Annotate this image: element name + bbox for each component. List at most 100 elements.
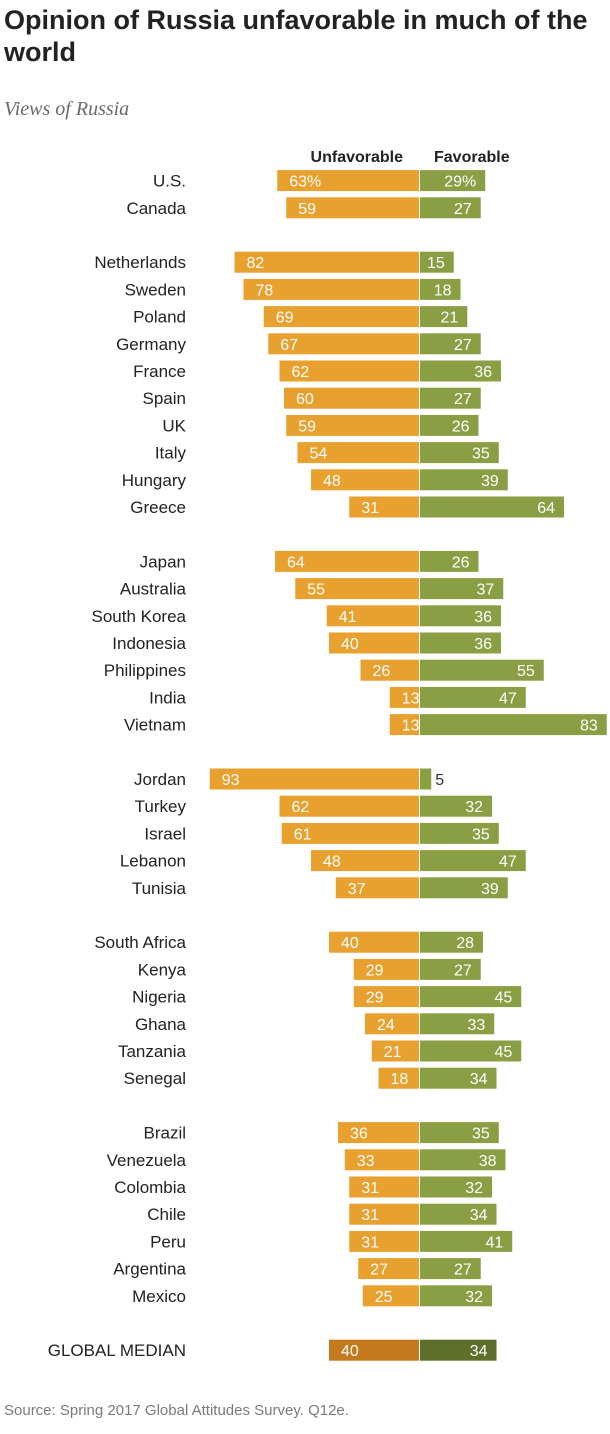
country-label-colombia: Colombia	[114, 1178, 186, 1197]
value-favorable-peru: 41	[485, 1234, 503, 1251]
value-unfavorable-south-africa: 40	[341, 935, 359, 952]
value-favorable-global-median: 34	[470, 1343, 488, 1360]
country-label-uk: UK	[162, 416, 186, 435]
bar-unfavorable-poland	[263, 306, 419, 328]
value-unfavorable-lebanon: 48	[323, 854, 341, 871]
country-label-south-africa: South Africa	[94, 933, 186, 952]
bar-favorable-kenya	[420, 958, 481, 980]
legend-favorable: Favorable	[434, 149, 510, 166]
bar-unfavorable-kenya	[353, 958, 419, 980]
bar-favorable-japan	[420, 550, 479, 572]
value-favorable-argentina: 27	[454, 1262, 472, 1279]
value-favorable-venezuela: 38	[479, 1153, 497, 1170]
bar-unfavorable-tunisia	[335, 877, 419, 899]
value-favorable-jordan: 5	[435, 772, 444, 789]
bar-unfavorable-u-s	[277, 170, 419, 192]
bar-favorable-argentina	[420, 1258, 481, 1280]
value-unfavorable-uk: 59	[298, 418, 316, 435]
bar-unfavorable-tanzania	[371, 1040, 419, 1062]
value-unfavorable-colombia: 31	[361, 1180, 379, 1197]
value-favorable-germany: 27	[454, 337, 472, 354]
bar-unfavorable-indonesia	[329, 632, 419, 654]
value-unfavorable-mexico: 25	[375, 1289, 393, 1306]
value-favorable-indonesia: 36	[474, 636, 492, 653]
value-unfavorable-france: 62	[292, 364, 310, 381]
value-unfavorable-jordan: 93	[222, 772, 240, 789]
country-label-turkey: Turkey	[135, 797, 187, 816]
bar-favorable-peru	[420, 1230, 513, 1252]
bar-unfavorable-australia	[295, 578, 419, 600]
value-unfavorable-netherlands: 82	[247, 255, 265, 272]
bar-unfavorable-canada	[286, 197, 419, 219]
value-favorable-south-africa: 28	[456, 935, 474, 952]
bar-unfavorable-chile	[349, 1203, 419, 1225]
country-label-tunisia: Tunisia	[132, 879, 187, 898]
country-label-jordan: Jordan	[134, 770, 186, 789]
country-label-argentina: Argentina	[113, 1260, 186, 1279]
bar-unfavorable-colombia	[349, 1176, 419, 1198]
bar-unfavorable-jordan	[209, 768, 419, 790]
bar-favorable-south-korea	[420, 605, 501, 627]
bar-unfavorable-hungary	[311, 469, 419, 491]
country-label-israel: Israel	[144, 824, 186, 843]
value-favorable-australia: 37	[476, 582, 494, 599]
bar-unfavorable-venezuela	[344, 1149, 419, 1171]
bar-favorable-sweden	[420, 278, 461, 300]
value-unfavorable-turkey: 62	[292, 799, 310, 816]
value-favorable-japan: 26	[452, 554, 470, 571]
country-label-brazil: Brazil	[143, 1124, 186, 1143]
bar-favorable-venezuela	[420, 1149, 506, 1171]
bar-favorable-poland	[420, 306, 468, 328]
value-unfavorable-nigeria: 29	[366, 990, 384, 1007]
value-unfavorable-peru: 31	[361, 1234, 379, 1251]
bar-favorable-spain	[420, 387, 481, 409]
bar-favorable-jordan	[420, 768, 432, 790]
value-favorable-canada: 27	[454, 201, 472, 218]
bar-favorable-germany	[420, 333, 481, 355]
value-favorable-colombia: 32	[465, 1180, 483, 1197]
value-unfavorable-hungary: 48	[323, 473, 341, 490]
bar-unfavorable-senegal	[378, 1067, 419, 1089]
diverging-bar-chart: Unfavorable Favorable U.S. 63% 29%Canada 59…	[48, 149, 607, 1361]
bar-favorable-ghana	[420, 1013, 495, 1035]
chart-subtitle: Views of Russia	[4, 98, 130, 120]
country-label-india: India	[149, 688, 186, 707]
value-favorable-brazil: 35	[472, 1126, 490, 1143]
bar-favorable-netherlands	[420, 251, 454, 273]
country-label-canada: Canada	[126, 199, 186, 218]
bar-unfavorable-south-korea	[326, 605, 419, 627]
value-unfavorable-sweden: 78	[256, 282, 274, 299]
value-unfavorable-japan: 64	[287, 554, 305, 571]
bar-favorable-hungary	[420, 469, 508, 491]
value-unfavorable-tunisia: 37	[348, 881, 366, 898]
bar-unfavorable-mexico	[362, 1285, 419, 1307]
bar-unfavorable-france	[279, 360, 419, 382]
value-unfavorable-ghana: 24	[377, 1017, 395, 1034]
bar-unfavorable-sweden	[243, 278, 419, 300]
source-note: Source: Spring 2017 Global Attitudes Sur…	[4, 1402, 349, 1419]
value-favorable-sweden: 18	[434, 282, 452, 299]
bar-favorable-turkey	[420, 795, 492, 817]
country-label-netherlands: Netherlands	[94, 253, 186, 272]
bar-unfavorable-brazil	[338, 1122, 419, 1144]
value-favorable-south-korea: 36	[474, 609, 492, 626]
bar-unfavorable-philippines	[360, 659, 419, 681]
bar-favorable-global-median	[420, 1339, 497, 1361]
value-unfavorable-chile: 31	[361, 1207, 379, 1224]
value-unfavorable-argentina: 27	[370, 1262, 388, 1279]
bar-favorable-tunisia	[420, 877, 508, 899]
bar-unfavorable-global-median	[329, 1339, 419, 1361]
country-label-vietnam: Vietnam	[124, 716, 186, 735]
value-unfavorable-italy: 54	[310, 446, 328, 463]
value-unfavorable-canada: 59	[298, 201, 316, 218]
bar-unfavorable-spain	[284, 387, 419, 409]
legend-unfavorable: Unfavorable	[311, 149, 404, 166]
bar-favorable-u-s	[420, 170, 486, 192]
bar-unfavorable-ghana	[365, 1013, 419, 1035]
country-label-ghana: Ghana	[135, 1015, 187, 1034]
bar-unfavorable-uk	[286, 414, 419, 436]
value-favorable-kenya: 27	[454, 962, 472, 979]
country-label-nigeria: Nigeria	[132, 988, 186, 1007]
bar-unfavorable-greece	[349, 496, 419, 518]
value-favorable-tunisia: 39	[481, 881, 499, 898]
